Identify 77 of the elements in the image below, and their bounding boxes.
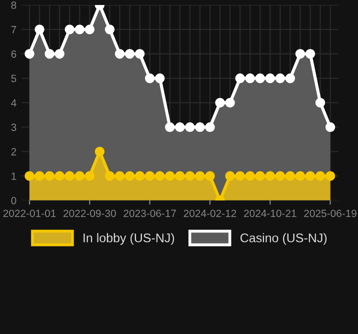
y-tick-label: 4 [11,99,16,106]
x-tick-label: 2025-06-19 [304,210,356,218]
point [305,48,316,59]
y-tick-label: 1 [12,172,16,180]
point [24,171,34,181]
legend-label: Casino (US-NJ) [240,233,327,245]
point [124,171,135,181]
point [165,122,175,132]
point [44,171,54,181]
point [84,171,95,181]
point [84,24,95,34]
point [265,171,275,181]
point [54,171,64,181]
point [114,48,125,59]
y-tick-label: 8 [11,2,16,9]
point [295,171,306,181]
legend-label: In lobby (US-NJ) [84,233,174,245]
point [134,48,145,59]
point [114,171,125,181]
x-tick-label: 2023-06-17 [124,210,176,218]
point [235,171,245,181]
point [315,171,326,181]
point [265,73,275,84]
point [325,171,336,181]
point [185,122,195,132]
point [255,73,265,84]
point [275,73,286,84]
point [205,171,215,181]
y-tick-label: 5 [11,74,16,82]
point [44,48,54,59]
point [205,122,215,132]
point [34,171,44,181]
point [315,98,326,108]
point [74,171,84,181]
point [54,48,64,59]
y-tick-label: 2 [11,148,16,156]
point [124,48,135,59]
point [24,48,34,59]
point [165,171,175,181]
point [144,171,155,181]
x-tick-label: 2024-02-12 [184,210,236,218]
point [305,171,316,181]
point [64,171,74,181]
point [104,24,115,34]
point [144,73,155,84]
point [245,171,255,181]
point [134,171,145,181]
point [285,73,296,84]
point [275,171,286,181]
point [74,24,84,34]
point [255,171,265,181]
point [64,24,74,34]
point [34,24,44,34]
point [154,73,165,84]
point [285,171,296,181]
point [215,98,225,108]
x-tick-label: 2022-09-30 [64,210,116,218]
point [175,122,185,132]
point [104,171,115,181]
point [245,73,255,84]
point [225,171,235,181]
point [235,73,245,84]
point [195,171,205,181]
point [295,48,306,59]
point [195,122,205,132]
point [185,171,195,181]
point [94,146,105,156]
point [225,98,235,108]
x-tick-label: 2024-10-21 [244,210,296,218]
y-tick-label: 7 [11,26,16,34]
x-tick-label: 2022-01-01 [3,210,56,218]
y-tick-label: 3 [11,124,16,132]
point [154,171,165,181]
point [325,122,336,132]
y-tick-label: 6 [11,50,16,58]
y-tick-label: 0 [11,196,16,204]
point [175,171,185,181]
